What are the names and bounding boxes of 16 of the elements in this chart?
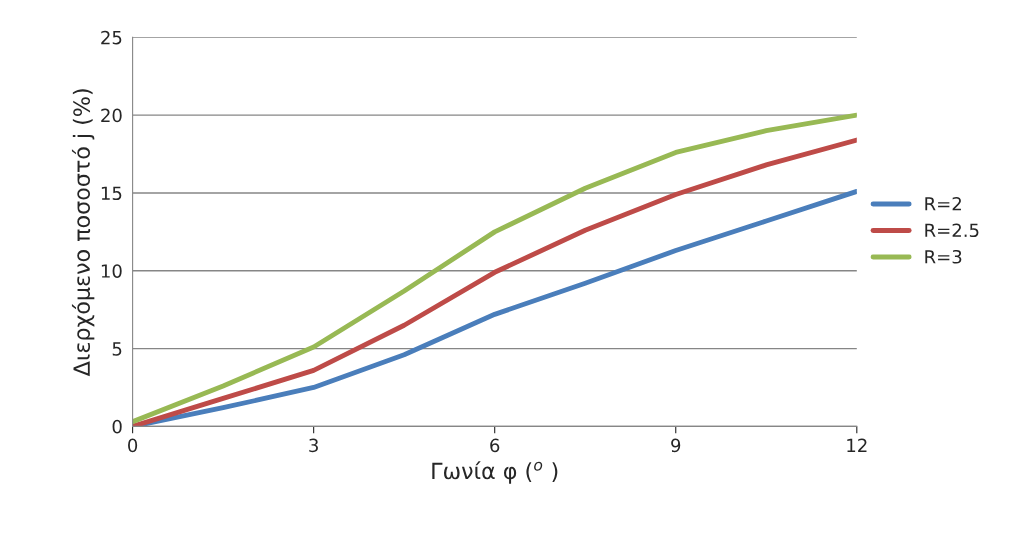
legend-label: R=2.5 bbox=[925, 223, 979, 238]
x-axis-title: Γωνία φ ($^{o}$ ) bbox=[432, 461, 558, 484]
y-tick-label: 0 bbox=[112, 419, 122, 434]
y-tick-label: 5 bbox=[112, 342, 122, 356]
legend-label: R=3 bbox=[925, 249, 962, 264]
x-tick-label: 12 bbox=[847, 438, 867, 452]
x-tick-label: 0 bbox=[128, 438, 138, 453]
y-axis-title: Διερχόμενο ποσοστό j (%) bbox=[71, 89, 95, 377]
y-tick-label: 10 bbox=[101, 264, 122, 278]
y-tick-label: 25 bbox=[101, 30, 122, 45]
legend-label: R=2 bbox=[925, 196, 961, 211]
x-tick-label: 9 bbox=[671, 438, 681, 453]
x-tick-label: 6 bbox=[490, 438, 500, 453]
y-tick-label: 15 bbox=[101, 186, 122, 201]
x-tick-label: 3 bbox=[309, 438, 318, 453]
y-tick-label: 20 bbox=[101, 108, 122, 123]
